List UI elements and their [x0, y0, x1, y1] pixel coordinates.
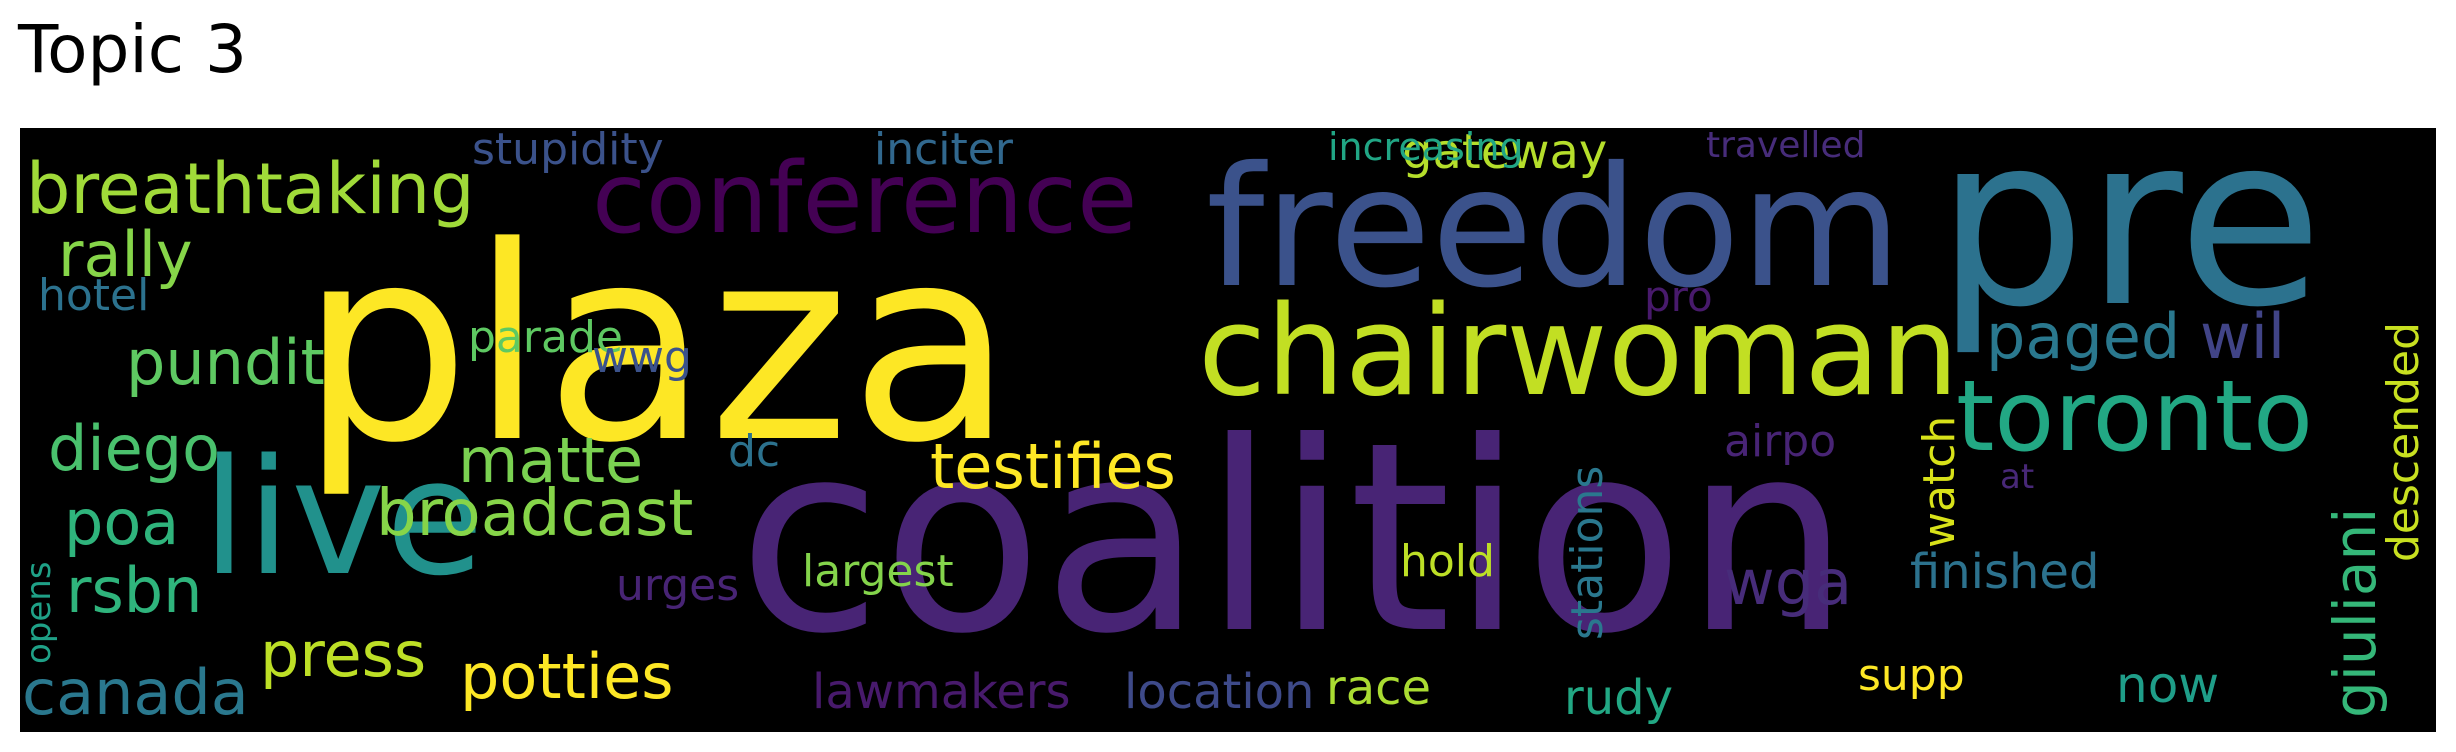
word-wil: wil — [2200, 300, 2286, 373]
word-wga: poa — [64, 486, 180, 559]
word-travelled: inciter — [874, 128, 1013, 175]
word-inciter: stupidity — [472, 128, 664, 175]
word-largest: stations — [1562, 465, 1613, 640]
word-poa: rsbn — [66, 554, 203, 627]
word-diego: diego — [48, 412, 221, 485]
word-live: live — [202, 424, 485, 611]
word-urges: airpo — [1724, 416, 1837, 467]
chart-title: Topic 3 — [18, 11, 247, 88]
word-broadcast: broadcast — [376, 477, 694, 551]
word-wwg: parade — [468, 312, 623, 363]
word-conference: conference — [592, 142, 1138, 256]
word-testifies: testifies — [930, 430, 1176, 503]
word-rsbn: pundit — [126, 326, 325, 399]
word-descended: rudy — [1564, 670, 1674, 726]
word-lawmakers: at — [2000, 457, 2035, 497]
word-hotel: pro — [1644, 272, 1713, 321]
word-breathtaking: breathtaking — [26, 148, 475, 230]
word-hold: watch — [1914, 415, 1965, 548]
word-watch: location — [1124, 664, 1315, 720]
word-stations: lawmakers — [812, 664, 1071, 720]
word-supp: hold — [1400, 536, 1495, 587]
word-toronto: toronto — [1956, 360, 2313, 474]
word-matte: matte — [458, 424, 644, 497]
word-dc: wwg — [592, 332, 692, 383]
word-freedom: freedom — [1206, 132, 1902, 325]
word-airpo: dc — [728, 426, 781, 477]
word-plaza: plaza — [300, 190, 1014, 502]
word-pundit: giuliani — [2321, 507, 2389, 718]
word-now: wga — [1724, 546, 1853, 619]
word-opens: supp — [1858, 650, 1965, 701]
word-location: opens — [20, 561, 59, 664]
word-giuliani: race — [1326, 660, 1432, 716]
word-gateway: now — [2116, 656, 2220, 714]
word-stupidity: gateway — [1402, 128, 1608, 180]
word-rudy: urges — [616, 560, 740, 611]
word-potties: potties — [460, 640, 674, 713]
word-canada: canada — [22, 656, 249, 729]
word-finished: descended — [2378, 321, 2429, 562]
word-race: largest — [802, 546, 954, 597]
word-chairwoman: chairwoman — [1198, 280, 1959, 424]
word-at: finished — [1910, 544, 2100, 600]
word-coalition: coalition — [738, 386, 1851, 691]
word-increasing: travelled — [1706, 128, 1866, 166]
word-pre: pre — [1936, 128, 2323, 359]
word-rally: rally — [58, 218, 193, 291]
word-pro: increasing — [1328, 128, 1524, 169]
word-press: press — [260, 618, 427, 691]
word-paged: paged — [1986, 300, 2181, 373]
word-cloud: plaza coalition pre freedom chairwoman l… — [20, 128, 2436, 732]
word-parade: hotel — [38, 270, 150, 321]
